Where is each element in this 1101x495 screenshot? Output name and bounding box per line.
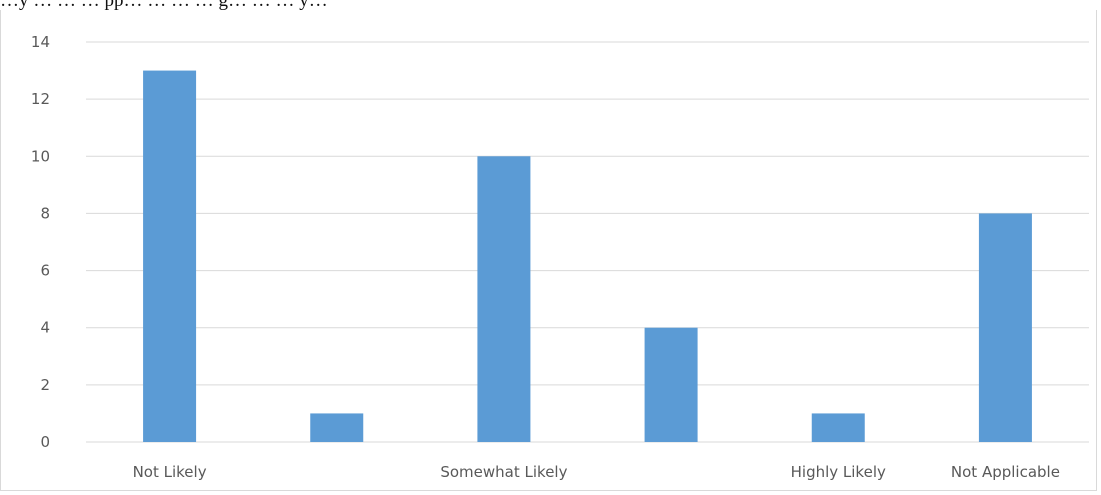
x-axis-labels: Not Likely Somewhat Likely Highly Likely No…: [133, 463, 1060, 481]
bar: [978, 213, 1032, 442]
x-category-label: Not Applicable: [951, 463, 1060, 481]
chart-area: [0, 10, 1097, 491]
y-axis-ticks: 0 2 4 6 8 10 12 14: [31, 33, 50, 451]
y-tick-label: 6: [40, 262, 50, 280]
y-tick-label: 10: [31, 147, 50, 165]
y-tick-label: 2: [40, 376, 50, 394]
y-tick-label: 8: [40, 204, 50, 222]
header-text-fragment: …y … … … pp… … … … g… … … y…: [0, 0, 328, 11]
bar: [310, 413, 364, 442]
y-tick-label: 12: [31, 90, 50, 108]
y-tick-label: 4: [40, 319, 50, 337]
y-tick-label: 14: [31, 33, 50, 51]
bar: [143, 70, 197, 443]
gridlines: [86, 41, 1089, 443]
x-category-label: Highly Likely: [791, 463, 886, 481]
x-category-label: Not Likely: [133, 463, 207, 481]
y-tick-label: 0: [40, 433, 50, 451]
x-category-label: Somewhat Likely: [440, 463, 567, 481]
bars: [143, 70, 1032, 443]
bar: [811, 413, 865, 442]
bar: [477, 156, 531, 443]
bar: [644, 327, 698, 442]
